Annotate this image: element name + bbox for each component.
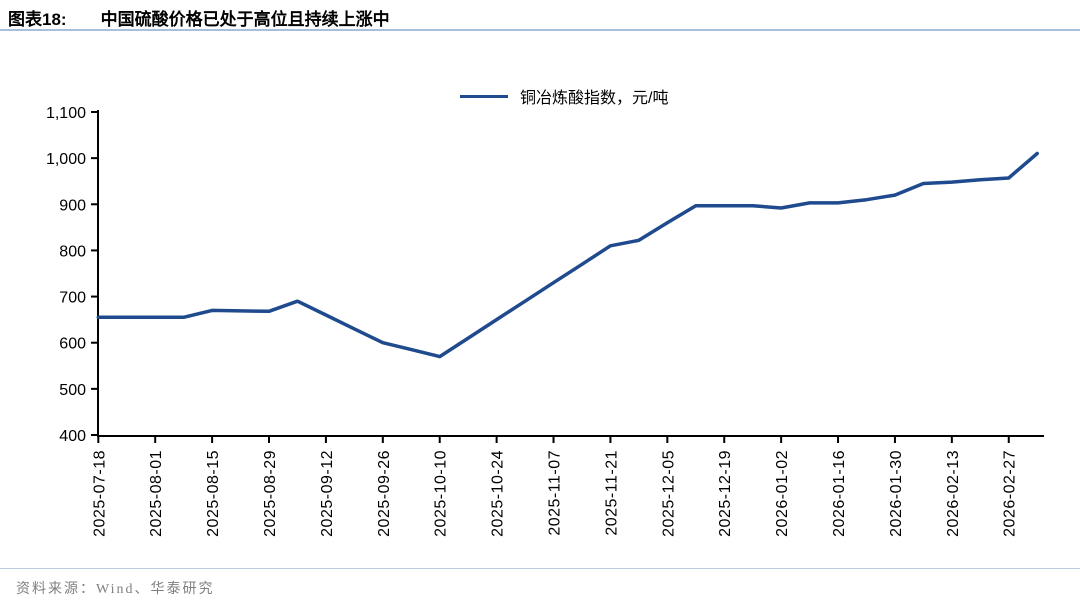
price-line xyxy=(96,151,1039,359)
figure-label: 图表18: xyxy=(8,10,67,29)
source-note: 资料来源：Wind、华泰研究 xyxy=(16,582,215,597)
x-axis-label: 2025-08-29 xyxy=(262,450,279,537)
x-axis-label: 2026-01-30 xyxy=(888,450,905,537)
y-axis-label: 700 xyxy=(59,290,86,307)
legend-label: 铜冶炼酸指数，元/吨 xyxy=(520,90,669,107)
x-axis-label: 2025-08-01 xyxy=(148,450,165,537)
y-axis-label: 800 xyxy=(59,243,86,260)
x-axis-label: 2026-02-27 xyxy=(1002,450,1019,537)
x-axis-label: 2025-10-24 xyxy=(490,450,507,537)
x-axis-label: 2025-10-10 xyxy=(433,450,450,537)
x-axis-label: 2025-11-21 xyxy=(603,450,620,536)
x-axis-label: 2025-12-19 xyxy=(717,450,734,537)
legend-line-swatch xyxy=(460,94,508,98)
x-axis-label: 2025-07-18 xyxy=(91,450,108,537)
footer-divider xyxy=(0,568,1080,569)
figure-title: 中国硫酸价格已处于高位且持续上涨中 xyxy=(100,10,390,29)
x-axis-label: 2026-01-16 xyxy=(831,450,848,537)
y-axis-label: 1,100 xyxy=(46,105,86,122)
x-axis-label: 2025-09-12 xyxy=(319,450,336,537)
title-divider xyxy=(0,29,1080,31)
y-axis-label: 1,000 xyxy=(46,151,86,168)
legend: 铜冶炼酸指数，元/吨 xyxy=(460,84,668,108)
x-axis-label: 2025-09-26 xyxy=(376,450,393,537)
x-axis-label: 2026-02-13 xyxy=(945,450,962,537)
y-axis-label: 400 xyxy=(59,428,86,445)
y-axis-label: 500 xyxy=(59,382,86,399)
y-axis-label: 600 xyxy=(59,336,86,353)
y-axis-label: 900 xyxy=(59,197,86,214)
x-axis-label: 2025-12-05 xyxy=(660,450,677,537)
figure-header: 图表18: 中国硫酸价格已处于高位且持续上涨中 xyxy=(8,5,390,30)
x-axis-label: 2025-08-15 xyxy=(205,450,222,537)
x-axis-label: 2025-11-07 xyxy=(547,450,564,536)
x-axis-label: 2026-01-02 xyxy=(774,450,791,537)
